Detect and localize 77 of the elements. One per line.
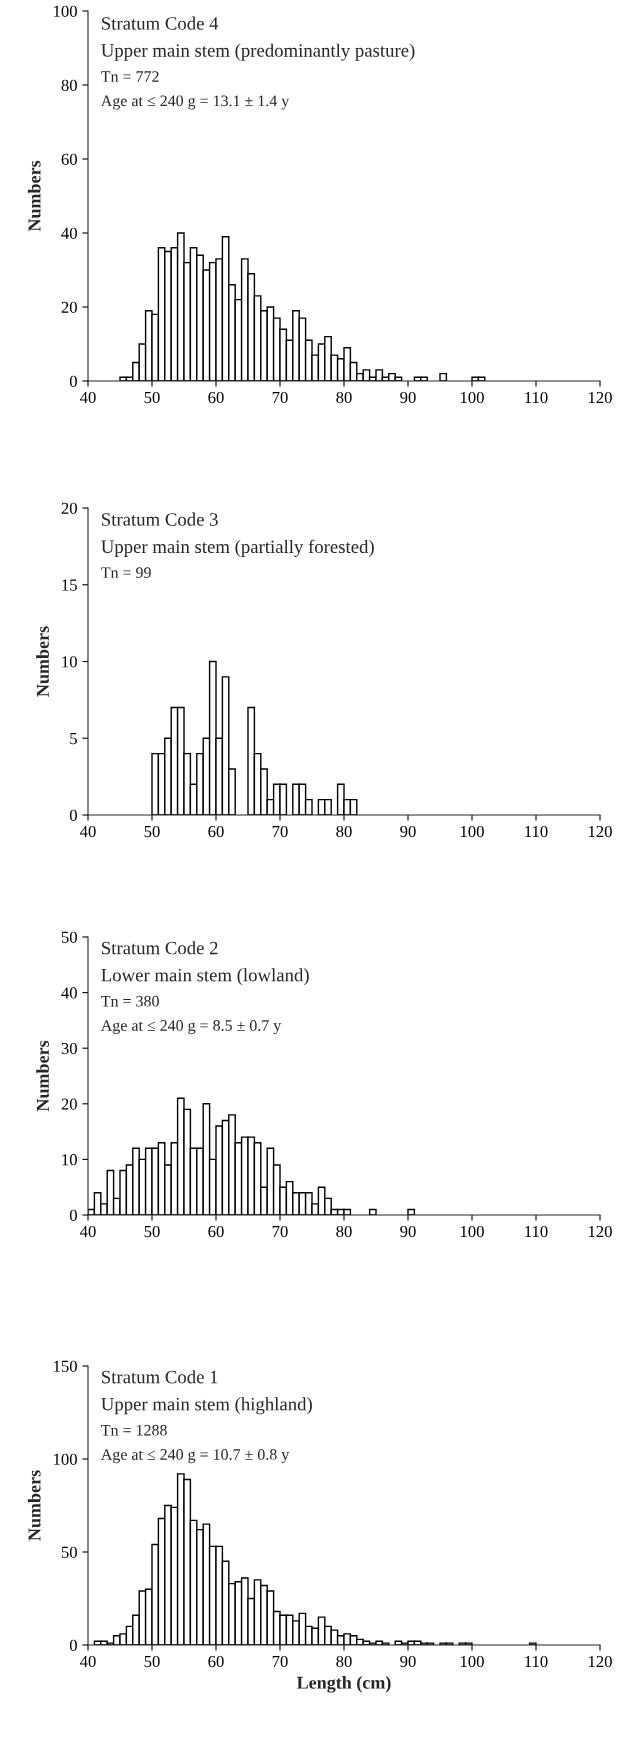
text: Upper main stem (predominantly pasture) <box>101 43 415 61</box>
x-tick-label: 80 <box>336 1225 352 1238</box>
y-tick-label: 10 <box>62 656 77 668</box>
y-tick-label: 50 <box>61 1546 77 1558</box>
x-tick-label: 50 <box>144 1225 160 1238</box>
y-tick-label: 100 <box>54 5 77 17</box>
x-tick-label: 40 <box>79 1225 96 1238</box>
x-tick-label: 70 <box>272 1225 288 1238</box>
x-tick-label: 100 <box>460 1225 484 1238</box>
y-axis-title: Numbers <box>36 1040 49 1112</box>
chart-title: Stratum Code 4 <box>102 16 219 30</box>
x-axis-title: Length (cm) <box>296 1676 391 1693</box>
annotation: Tn = 380 <box>101 995 159 1007</box>
x-tick-label: 40 <box>79 1655 96 1668</box>
y-tick-label: 15 <box>62 579 77 591</box>
x-tick-label: 50 <box>144 1655 160 1668</box>
y-tick-label: 60 <box>61 153 77 165</box>
x-tick-label: 90 <box>400 391 416 404</box>
y-tick-label: 0 <box>69 809 77 821</box>
x-tick-label: 80 <box>336 825 352 838</box>
x-tick-label: 110 <box>525 1655 548 1668</box>
y-tick-label: 10 <box>62 1154 77 1166</box>
chart-title: Stratum Code 2 <box>102 941 218 955</box>
text: Lower main stem (lowland) <box>101 968 309 986</box>
x-tick-label: 100 <box>460 1655 484 1668</box>
x-tick-label: 120 <box>588 1225 612 1238</box>
x-tick-label: 60 <box>208 1655 224 1668</box>
x-tick-label: 50 <box>144 391 160 404</box>
annotation: Age at ≤ 240 g = 13.1 ± 1.4 y <box>100 95 290 110</box>
x-tick-label: 90 <box>400 1225 416 1238</box>
x-tick-label: 60 <box>208 391 224 404</box>
y-tick-label: 40 <box>61 227 77 239</box>
annotation: Age at ≤ 240 g = 10.7 ± 0.8 y <box>100 1449 290 1464</box>
y-tick-label: 40 <box>61 987 77 999</box>
x-tick-label: 90 <box>400 1655 416 1668</box>
x-tick-label: 70 <box>272 1655 288 1668</box>
y-axis-title: Numbers <box>27 160 41 232</box>
x-tick-label: 120 <box>588 391 612 404</box>
y-tick-label: 100 <box>54 1453 77 1465</box>
y-tick-label: 20 <box>61 502 77 514</box>
y-tick-label: 5 <box>70 733 77 745</box>
annotation: Age at ≤ 240 g = 8.5 ± 0.7 y <box>100 1020 282 1035</box>
y-tick-label: 20 <box>61 1098 77 1110</box>
y-tick-label: 0 <box>69 375 77 387</box>
chart-title: Stratum Code 1 <box>102 1370 218 1384</box>
y-axis-title: Numbers <box>36 626 49 697</box>
y-tick-label: 20 <box>61 301 77 313</box>
x-tick-label: 50 <box>144 825 160 838</box>
annotation: Tn = 772 <box>101 71 159 82</box>
x-tick-label: 60 <box>208 1225 224 1238</box>
y-tick-label: 0 <box>69 1639 77 1651</box>
x-tick-label: 120 <box>588 825 612 838</box>
y-tick-label: 30 <box>61 1042 77 1055</box>
x-tick-label: 60 <box>208 825 224 838</box>
text: Upper main stem (partially forested) <box>101 539 374 557</box>
y-axis-title: Numbers <box>27 1470 41 1541</box>
x-tick-label: 70 <box>272 391 288 404</box>
x-tick-label: 40 <box>79 391 96 404</box>
x-tick-label: 70 <box>272 825 288 838</box>
y-tick-label: 150 <box>54 1360 77 1372</box>
y-tick-label: 0 <box>69 1209 77 1221</box>
annotation: Tn = 1288 <box>101 1424 167 1436</box>
x-tick-label: 90 <box>400 825 416 838</box>
x-tick-label: 80 <box>336 391 352 404</box>
x-tick-label: 110 <box>525 825 548 838</box>
x-tick-label: 40 <box>79 825 96 838</box>
y-tick-label: 80 <box>61 79 77 91</box>
x-tick-label: 100 <box>460 825 484 838</box>
x-tick-label: 80 <box>336 1655 352 1668</box>
chart-title: Stratum Code 3 <box>102 512 218 526</box>
x-tick-label: 110 <box>525 1225 548 1238</box>
text: Upper main stem (highland) <box>101 1397 312 1415</box>
x-tick-label: 100 <box>460 391 484 404</box>
y-tick-label: 50 <box>61 931 77 943</box>
x-tick-label: 120 <box>588 1655 612 1668</box>
annotation: Tn = 99 <box>101 567 151 579</box>
x-tick-label: 110 <box>525 391 548 404</box>
